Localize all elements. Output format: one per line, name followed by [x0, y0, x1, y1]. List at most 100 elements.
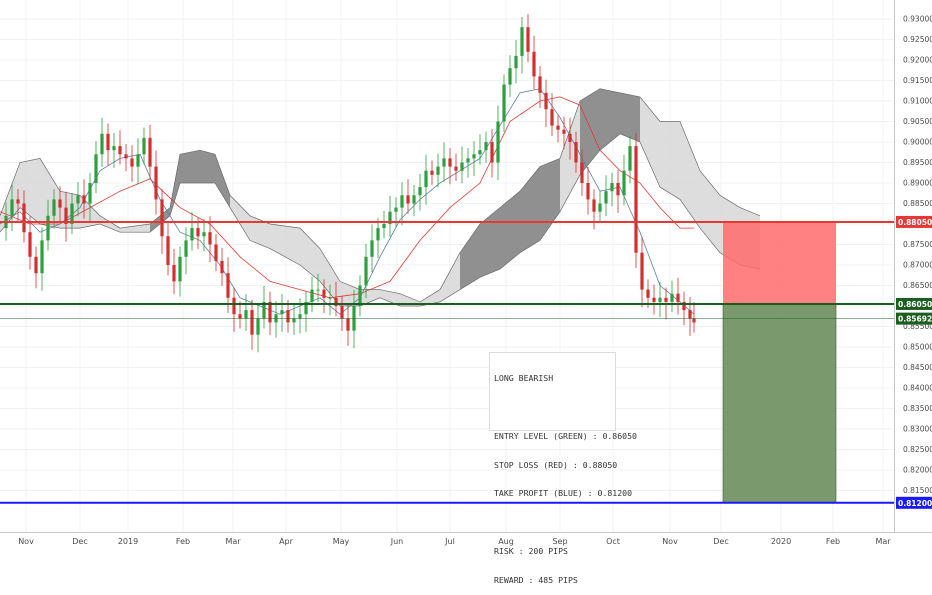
cloud-segment — [180, 150, 200, 183]
candle-body — [256, 318, 259, 334]
candle-body — [538, 76, 541, 92]
cloud-segment — [500, 191, 520, 269]
candle-body — [460, 163, 463, 171]
candle-body — [598, 204, 601, 212]
y-tick-label: 0.87500 — [903, 240, 932, 249]
current-price-label: 0.85692 — [898, 315, 932, 324]
stop-loss-label: 0.88050 — [898, 218, 932, 227]
candle-body — [622, 171, 625, 196]
candle-body — [88, 183, 91, 204]
candle-body — [466, 158, 469, 162]
candle-body — [448, 158, 451, 166]
trade-note[interactable]: LONG BEARISH ENTRY LEVEL (GREEN) : 0.860… — [489, 352, 616, 431]
candle-body — [634, 146, 637, 253]
candle-body — [688, 310, 691, 318]
candle-body — [370, 240, 373, 256]
reward-zone — [723, 304, 836, 503]
cloud-segment — [680, 122, 700, 229]
candle-body — [424, 171, 427, 187]
cloud-segment — [540, 158, 560, 240]
x-tick-label: Dec — [713, 537, 728, 546]
candle-body — [628, 146, 631, 171]
candle-body — [298, 314, 301, 318]
y-tick-label: 0.90000 — [903, 138, 932, 147]
candle-body — [412, 195, 415, 203]
take-profit-label: 0.81200 — [898, 499, 932, 508]
candle-body — [310, 290, 313, 302]
candle-body — [484, 142, 487, 150]
candle-body — [346, 318, 349, 330]
candle-body — [568, 134, 571, 142]
candle-body — [658, 298, 661, 302]
candle-body — [94, 154, 97, 183]
cloud-segment — [40, 158, 60, 228]
candle-body — [148, 138, 151, 167]
candle-body — [10, 199, 13, 215]
candle-body — [562, 130, 565, 134]
x-tick-label: Mar — [875, 537, 891, 546]
candle-body — [52, 199, 55, 215]
note-entry: ENTRY LEVEL (GREEN) : 0.86050 — [494, 432, 611, 442]
candle-body — [178, 257, 181, 282]
entry-level-label: 0.86050 — [898, 300, 932, 309]
candle-body — [550, 109, 553, 125]
candle-body — [394, 208, 397, 212]
candle-body — [220, 261, 223, 273]
y-tick-label: 0.91000 — [903, 97, 932, 106]
x-tick-label: Apr — [279, 537, 294, 546]
price-axis[interactable]: 0.930000.925000.920000.915000.910000.905… — [895, 0, 932, 532]
y-tick-label: 0.92500 — [903, 35, 932, 44]
candle-body — [160, 199, 163, 236]
candle-body — [442, 158, 445, 166]
candle-body — [202, 232, 205, 236]
x-tick-label: Feb — [176, 537, 190, 546]
y-tick-label: 0.82000 — [903, 466, 932, 475]
y-tick-label: 0.86500 — [903, 281, 932, 290]
price-chart[interactable]: 0.930000.925000.920000.915000.910000.905… — [0, 0, 932, 550]
y-tick-label: 0.84000 — [903, 384, 932, 393]
candle-body — [556, 126, 559, 130]
x-tick-label: Mar — [225, 537, 241, 546]
candle-body — [652, 298, 655, 302]
candle-body — [418, 187, 421, 195]
cloud-segment — [460, 224, 480, 290]
x-tick-label: Dec — [72, 537, 87, 546]
y-tick-label: 0.92000 — [903, 56, 932, 65]
x-tick-label: 2019 — [118, 537, 138, 546]
candle-body — [166, 236, 169, 265]
y-tick-label: 0.83500 — [903, 404, 932, 413]
candle-body — [454, 167, 457, 171]
candle-body — [532, 52, 535, 77]
note-take: TAKE PROFIT (BLUE) : 0.81200 — [494, 489, 611, 499]
x-tick-label: Feb — [826, 537, 840, 546]
x-tick-label: Nov — [662, 537, 678, 546]
candle-body — [82, 195, 85, 203]
cloud-segment — [580, 89, 600, 175]
candle-body — [340, 306, 343, 318]
candle-body — [250, 310, 253, 335]
candle-body — [616, 183, 619, 195]
candle-body — [40, 240, 43, 273]
candle-body — [382, 224, 385, 228]
candle-body — [400, 195, 403, 207]
candle-body — [364, 257, 367, 286]
candle-body — [58, 199, 61, 207]
x-tick-label: Jun — [390, 537, 404, 546]
candle-body — [580, 163, 583, 184]
y-tick-label: 0.82500 — [903, 445, 932, 454]
y-tick-label: 0.90500 — [903, 117, 932, 126]
candle-body — [322, 290, 325, 298]
cloud-segment — [600, 89, 620, 151]
candle-body — [526, 27, 529, 52]
candle-body — [226, 273, 229, 298]
candle-body — [508, 68, 511, 84]
candle-body — [592, 199, 595, 211]
kijun-line — [0, 97, 694, 298]
cloud-segment — [120, 224, 150, 232]
y-tick-label: 0.81500 — [903, 486, 932, 495]
y-tick-label: 0.84500 — [903, 363, 932, 372]
position-zones — [723, 222, 836, 503]
candle-body — [16, 199, 19, 203]
y-tick-label: 0.85000 — [903, 343, 932, 352]
